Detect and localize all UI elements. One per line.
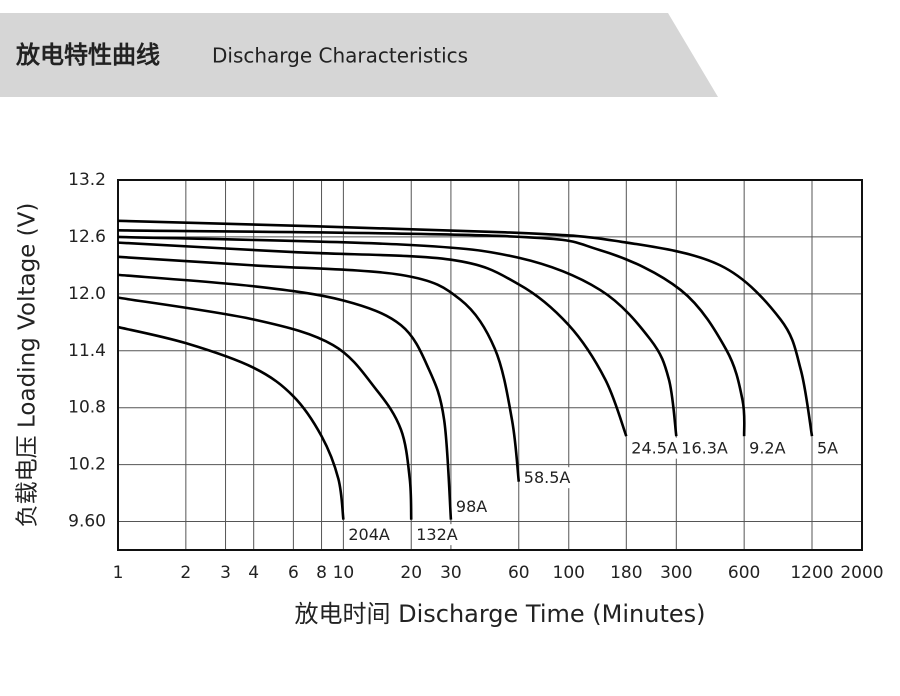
series-label-box (345, 524, 393, 546)
x-tick-label: 2 (180, 563, 191, 583)
y-tick-label: 10.2 (68, 455, 106, 475)
x-tick-label: 2000 (840, 563, 883, 583)
x-tick-label: 6 (288, 563, 299, 583)
y-tick-label: 12.6 (68, 227, 106, 247)
header-title-en: Discharge Characteristics (212, 44, 468, 68)
series-label: 98A (456, 497, 487, 516)
series-line (117, 235, 678, 437)
x-tick-label: 4 (248, 563, 259, 583)
series-line (117, 219, 814, 437)
x-tick-label: 60 (508, 563, 530, 583)
x-tick-label: 180 (610, 563, 642, 583)
x-axis-title: 放电时间 Discharge Time (Minutes) (294, 600, 705, 628)
series-line (117, 273, 453, 520)
y-tick-label: 13.2 (68, 170, 106, 190)
x-tick-label: 8 (316, 563, 327, 583)
series-line (117, 255, 521, 482)
series-label-box (746, 437, 789, 459)
series-line (117, 228, 746, 437)
y-tick-label: 9.60 (68, 512, 106, 532)
series-label: 58.5A (524, 468, 571, 487)
x-tick-label: 30 (440, 563, 462, 583)
x-tick-label: 1200 (790, 563, 833, 583)
y-tick-label: 10.8 (68, 398, 106, 418)
series-label: 204A (348, 525, 390, 544)
header-title-cn: 放电特性曲线 (15, 41, 160, 69)
series-label-box (628, 437, 681, 459)
series-label-box (520, 467, 574, 489)
series-label: 5A (817, 439, 838, 458)
series-line (117, 241, 628, 437)
plot-frame (117, 179, 863, 551)
x-tick-label: 100 (553, 563, 585, 583)
series-label-box (413, 524, 461, 546)
series-label-box (452, 496, 491, 518)
x-tick-label: 3 (220, 563, 231, 583)
series-label-box (813, 437, 842, 459)
x-tick-label: 300 (660, 563, 692, 583)
series-label: 24.5A (631, 439, 678, 458)
series-label: 132A (416, 525, 458, 544)
y-axis-title: 负载电压 Loading Voltage (V) (15, 203, 41, 528)
x-tick-label: 1 (113, 563, 124, 583)
series-label: 16.3A (681, 439, 728, 458)
y-tick-label: 11.4 (68, 341, 106, 361)
header-banner (0, 13, 718, 97)
x-tick-label: 20 (400, 563, 422, 583)
series-line (117, 325, 345, 520)
x-tick-label: 600 (728, 563, 760, 583)
series-line (117, 296, 413, 520)
y-tick-label: 12.0 (68, 284, 106, 304)
x-tick-label: 10 (333, 563, 355, 583)
series-label: 9.2A (749, 439, 785, 458)
series-label-box (678, 437, 731, 459)
